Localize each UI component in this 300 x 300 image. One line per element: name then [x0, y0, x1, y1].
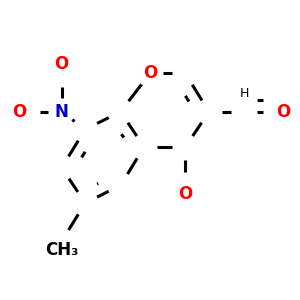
Text: O: O: [178, 185, 193, 203]
Text: O: O: [55, 56, 69, 74]
Text: O: O: [12, 103, 26, 121]
Text: O: O: [277, 103, 291, 121]
Text: N: N: [55, 103, 69, 121]
Text: O: O: [143, 64, 157, 82]
Text: H: H: [239, 87, 249, 100]
Text: CH₃: CH₃: [45, 241, 78, 259]
